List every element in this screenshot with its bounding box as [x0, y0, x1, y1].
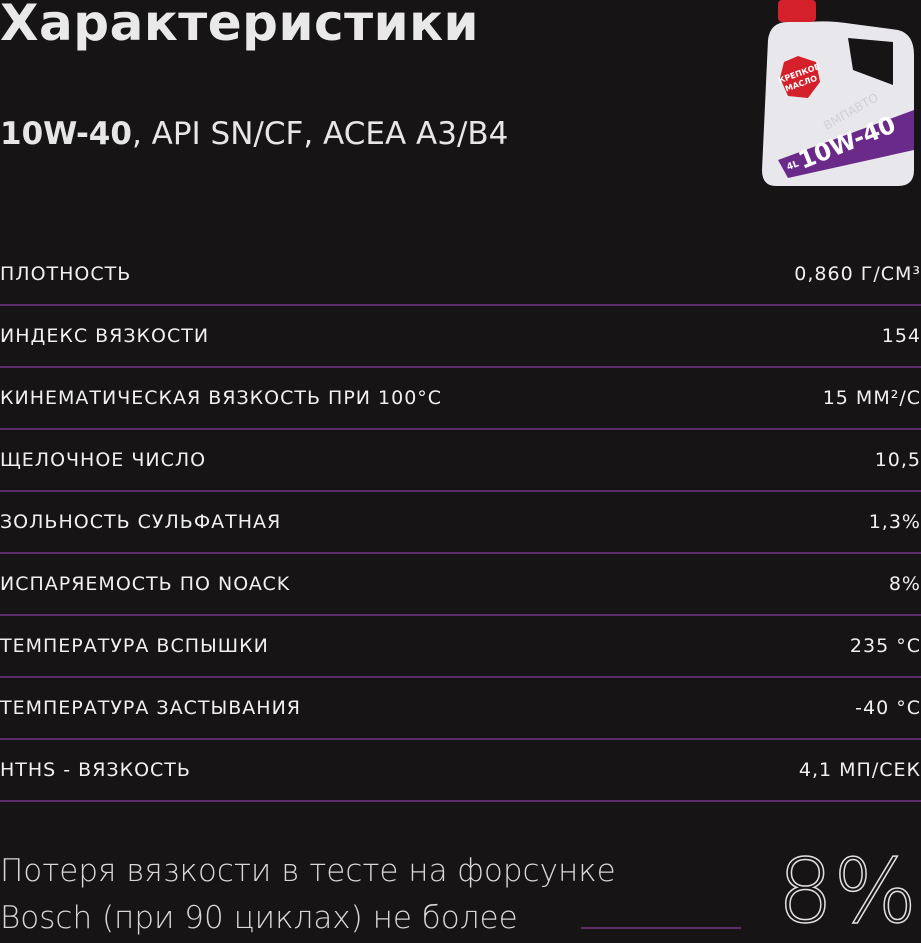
viscosity-loss-line2: Bosch (при 90 циклах) не более: [0, 900, 518, 936]
oil-approvals: , API SN/CF, ACEA A3/B4: [131, 116, 509, 152]
property-label: HTHS - вязкость: [0, 759, 191, 781]
property-value: 4,1 мП/сек: [798, 759, 921, 781]
property-value: 8%: [888, 573, 921, 595]
table-row: Плотность 0,860 г/см³: [0, 244, 921, 306]
property-value: 15 мм²/с: [822, 387, 921, 409]
property-label: Температура застывания: [0, 697, 301, 719]
property-value: 154: [881, 325, 921, 347]
property-value: 0,860 г/см³: [794, 263, 921, 285]
properties-table: Плотность 0,860 г/см³ Индекс вязкости 154 …: [0, 244, 921, 802]
table-row: Температура вспышки 235 °С: [0, 616, 921, 678]
viscosity-loss-value: 8%: [777, 840, 918, 943]
property-label: Плотность: [0, 263, 132, 285]
accent-divider: [581, 927, 741, 929]
property-value: 10,5: [874, 449, 921, 471]
page-title: Характеристики: [0, 0, 480, 52]
property-label: Зольность сульфатная: [0, 511, 282, 533]
svg-text:4L: 4L: [786, 159, 801, 173]
property-value: 235 °С: [849, 635, 921, 657]
property-label: Температура вспышки: [0, 635, 269, 657]
property-label: Кинематическая вязкость при 100°С: [0, 387, 443, 409]
oil-grade: 10W-40: [0, 116, 132, 152]
property-value: -40 °С: [855, 697, 921, 719]
viscosity-loss-line1: Потеря вязкости в тесте на форсунке: [0, 853, 616, 889]
table-row: Кинематическая вязкость при 100°С 15 мм²/…: [0, 368, 921, 430]
table-row: HTHS - вязкость 4,1 мП/сек: [0, 740, 921, 802]
table-row: Зольность сульфатная 1,3%: [0, 492, 921, 554]
table-row: Щелочное число 10,5: [0, 430, 921, 492]
oil-specs: 10W-40, API SN/CF, ACEA A3/B4: [0, 116, 508, 152]
property-label: Индекс вязкости: [0, 325, 210, 347]
table-row: Испаряемость по NOACK 8%: [0, 554, 921, 616]
table-row: Температура застывания -40 °С: [0, 678, 921, 740]
property-label: Испаряемость по NOACK: [0, 573, 291, 595]
table-row: Индекс вязкости 154: [0, 306, 921, 368]
product-image: КРЕПКОЕ МАСЛО ВМПАВТО 10W-40 4L: [762, 0, 914, 187]
viscosity-loss-text: Потеря вязкости в тесте на форсунке Bosc…: [0, 848, 616, 942]
property-label: Щелочное число: [0, 449, 207, 471]
property-value: 1,3%: [868, 511, 921, 533]
